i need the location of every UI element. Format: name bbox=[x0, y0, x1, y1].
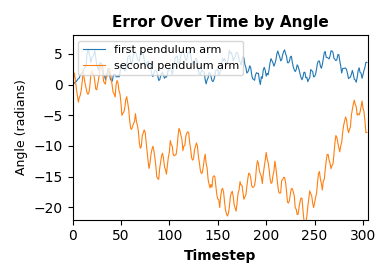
second pendulum arm bbox=[70, 83, 75, 86]
second pendulum arm bbox=[364, 131, 369, 134]
second pendulum arm bbox=[331, 162, 335, 166]
Y-axis label: Angle (radians): Angle (radians) bbox=[15, 80, 28, 175]
first pendulum arm bbox=[358, 71, 362, 74]
first pendulum arm bbox=[267, 68, 271, 71]
Line: second pendulum arm: second pendulum arm bbox=[72, 64, 367, 223]
first pendulum arm bbox=[213, 74, 217, 78]
Line: first pendulum arm: first pendulum arm bbox=[72, 49, 367, 85]
first pendulum arm bbox=[354, 81, 359, 84]
first pendulum arm bbox=[331, 51, 335, 54]
second pendulum arm bbox=[98, 63, 103, 66]
first pendulum arm bbox=[70, 82, 75, 85]
first pendulum arm bbox=[86, 48, 90, 51]
second pendulum arm bbox=[303, 221, 308, 225]
first pendulum arm bbox=[258, 83, 263, 86]
first pendulum arm bbox=[162, 77, 167, 80]
second pendulum arm bbox=[354, 105, 359, 108]
Legend: first pendulum arm, second pendulum arm: first pendulum arm, second pendulum arm bbox=[78, 41, 243, 75]
X-axis label: Timestep: Timestep bbox=[184, 249, 256, 263]
second pendulum arm bbox=[213, 175, 217, 178]
second pendulum arm bbox=[266, 161, 271, 164]
second pendulum arm bbox=[162, 165, 167, 169]
second pendulum arm bbox=[358, 110, 362, 113]
Title: Error Over Time by Angle: Error Over Time by Angle bbox=[112, 15, 328, 30]
first pendulum arm bbox=[364, 61, 369, 64]
